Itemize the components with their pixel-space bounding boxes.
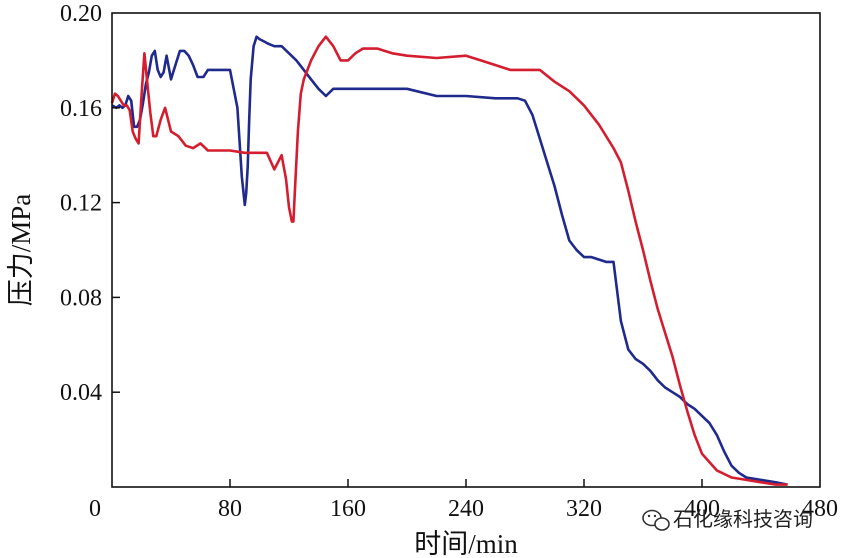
x-tick-label: 400 bbox=[684, 496, 720, 522]
x-tick-label: 240 bbox=[448, 496, 484, 522]
y-tick-label: 0.08 bbox=[60, 285, 102, 311]
wechat-icon bbox=[642, 509, 670, 531]
x-tick-label: 160 bbox=[330, 496, 366, 522]
y-tick-label: 0.16 bbox=[60, 96, 102, 122]
series-layer bbox=[110, 35, 788, 486]
y-tick-label: 0.04 bbox=[60, 380, 102, 406]
series-line-1 bbox=[111, 35, 788, 486]
watermark: 石化缘科技咨询 bbox=[642, 507, 813, 531]
x-tick-label: 0 bbox=[89, 496, 101, 522]
y-tick-label: 0.12 bbox=[60, 191, 102, 217]
x-tick-label: 80 bbox=[218, 496, 242, 522]
x-tick-label: 320 bbox=[566, 496, 602, 522]
tick-layer: 0 80 160 240 320 400 480 0.04 0.08 0.12 0.16 0.20 bbox=[60, 1, 838, 522]
series-line-2 bbox=[110, 35, 788, 486]
y-tick-label: 0.20 bbox=[60, 1, 102, 27]
watermark-text: 石化缘科技咨询 bbox=[673, 507, 813, 531]
x-tick-label: 480 bbox=[802, 496, 838, 522]
x-axis-label: 时间/min bbox=[414, 529, 518, 558]
y-axis-label: 压力/MPa bbox=[6, 194, 36, 307]
plot-frame bbox=[111, 12, 821, 488]
